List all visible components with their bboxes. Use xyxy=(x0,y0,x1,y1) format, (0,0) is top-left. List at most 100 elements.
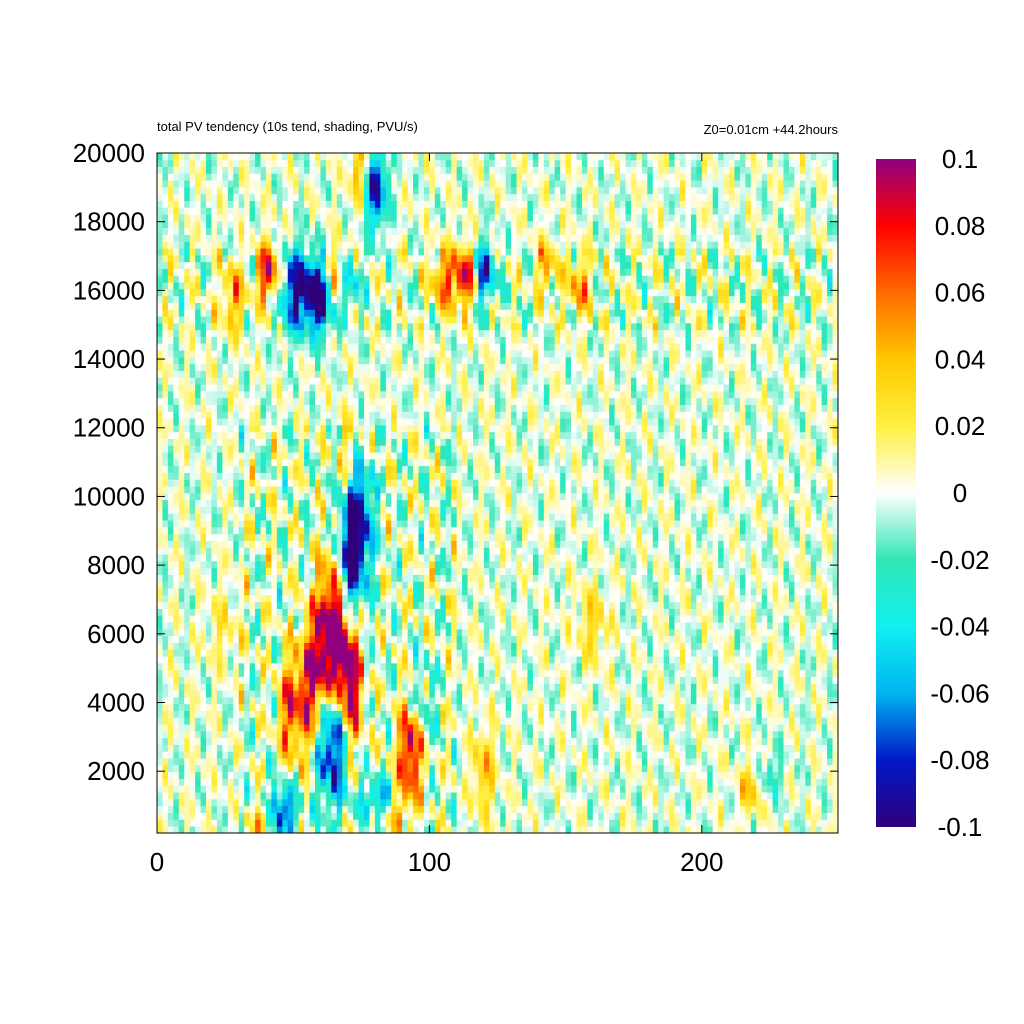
heatmap-cell xyxy=(227,629,234,637)
heatmap-cell xyxy=(222,581,229,589)
heatmap-cell xyxy=(739,642,746,650)
heatmap-cell xyxy=(581,744,588,752)
heatmap-cell xyxy=(494,805,501,813)
heatmap-cell xyxy=(805,799,812,807)
heatmap-cell xyxy=(816,574,823,582)
heatmap-cell xyxy=(206,751,212,759)
heatmap-cell xyxy=(222,561,229,569)
heatmap-cell xyxy=(625,751,632,759)
heatmap-cell xyxy=(761,826,768,834)
heatmap-cell xyxy=(778,826,784,834)
heatmap-cell xyxy=(380,812,387,820)
heatmap-cell xyxy=(761,663,768,671)
heatmap-cell xyxy=(794,751,801,759)
heatmap-cell xyxy=(157,805,163,813)
heatmap-cell xyxy=(271,642,278,650)
heatmap-cell xyxy=(641,778,648,786)
heatmap-cell xyxy=(778,710,784,718)
heatmap-cell xyxy=(750,724,757,732)
heatmap-cell xyxy=(538,765,545,773)
heatmap-cell xyxy=(423,588,430,596)
heatmap-cell xyxy=(778,717,784,725)
heatmap-cell xyxy=(767,805,773,813)
heatmap-cell xyxy=(707,703,714,711)
heatmap-cell xyxy=(162,724,169,732)
heatmap-cell xyxy=(783,812,790,820)
heatmap-cell xyxy=(293,805,299,813)
heatmap-cell xyxy=(467,717,474,725)
heatmap-cell xyxy=(663,778,670,786)
heatmap-cell xyxy=(630,567,637,575)
heatmap-cell xyxy=(680,656,686,664)
heatmap-cell xyxy=(336,771,343,779)
heatmap-cell xyxy=(173,601,180,609)
heatmap-cell xyxy=(167,737,174,745)
heatmap-cell xyxy=(364,751,370,759)
heatmap-cell xyxy=(282,751,289,759)
heatmap-cell xyxy=(587,622,594,630)
heatmap-cell xyxy=(522,601,528,609)
heatmap-cell xyxy=(440,601,447,609)
heatmap-cell xyxy=(227,690,234,698)
heatmap-cell xyxy=(483,635,490,643)
heatmap-cell xyxy=(304,771,310,779)
heatmap-cell xyxy=(772,676,779,684)
heatmap-cell xyxy=(489,635,496,643)
heatmap-cell xyxy=(750,710,757,718)
heatmap-cell xyxy=(756,595,763,603)
heatmap-cell xyxy=(489,622,496,630)
heatmap-cell xyxy=(581,622,588,630)
heatmap-cell xyxy=(489,608,496,616)
heatmap-cell xyxy=(249,608,256,616)
heatmap-cell xyxy=(647,778,654,786)
heatmap-cell xyxy=(511,642,517,650)
heatmap-cell xyxy=(287,731,294,739)
heatmap-cell xyxy=(516,669,523,677)
heatmap-cell xyxy=(620,697,626,705)
heatmap-cell xyxy=(244,683,250,691)
heatmap-cell xyxy=(701,608,708,616)
heatmap-cell xyxy=(739,758,746,766)
heatmap-cell xyxy=(233,744,240,752)
heatmap-cell xyxy=(489,595,496,603)
heatmap-cell xyxy=(456,635,463,643)
heatmap-cell xyxy=(369,710,376,718)
heatmap-cell xyxy=(206,697,212,705)
heatmap-cell xyxy=(788,669,795,677)
heatmap-cell xyxy=(276,574,283,582)
heatmap-cell xyxy=(336,744,343,752)
heatmap-cell xyxy=(669,826,675,834)
heatmap-cell xyxy=(511,635,517,643)
heatmap-cell xyxy=(325,635,332,643)
heatmap-cell xyxy=(347,622,354,630)
heatmap-cell xyxy=(652,805,659,813)
heatmap-cell xyxy=(598,615,605,623)
heatmap-cell xyxy=(778,690,784,698)
heatmap-cell xyxy=(189,635,196,643)
heatmap-cell xyxy=(581,778,588,786)
heatmap-cell xyxy=(532,731,539,739)
heatmap-cell xyxy=(505,663,512,671)
heatmap-cell xyxy=(423,567,430,575)
heatmap-cell xyxy=(407,792,414,800)
heatmap-cell xyxy=(173,731,180,739)
heatmap-cell xyxy=(200,826,207,834)
heatmap-cell xyxy=(276,751,283,759)
heatmap-cell xyxy=(483,642,490,650)
heatmap-cell xyxy=(543,588,550,596)
heatmap-cell xyxy=(543,642,550,650)
heatmap-cell xyxy=(505,785,512,793)
heatmap-cell xyxy=(532,819,539,827)
heatmap-cell xyxy=(701,819,708,827)
heatmap-cell xyxy=(571,771,577,779)
heatmap-cell xyxy=(374,717,381,725)
heatmap-cell xyxy=(374,744,381,752)
heatmap-cell xyxy=(772,595,779,603)
heatmap-cell xyxy=(222,608,229,616)
heatmap-cell xyxy=(293,812,299,820)
heatmap-cell xyxy=(320,663,327,671)
heatmap-cell xyxy=(718,561,724,569)
heatmap-cell xyxy=(184,751,191,759)
heatmap-cell xyxy=(690,567,697,575)
heatmap-cell xyxy=(783,683,790,691)
